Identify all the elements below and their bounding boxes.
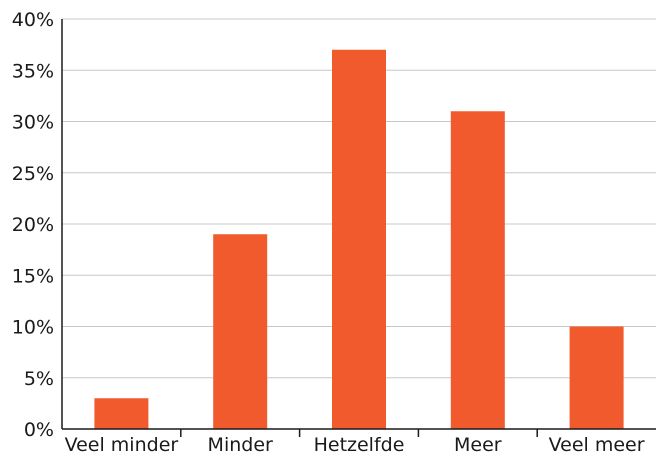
x-tick-marks	[180, 429, 538, 437]
y-tick-label: 10%	[12, 317, 54, 339]
x-tick-label: Veel meer	[549, 434, 645, 456]
x-tick-label: Meer	[454, 434, 502, 456]
y-tick-label: 35%	[12, 60, 54, 82]
x-tick-label: Veel minder	[65, 434, 179, 456]
bar	[569, 326, 624, 429]
axes	[61, 19, 656, 430]
x-tick-label: Hetzelfde	[314, 434, 405, 456]
y-tick-label: 15%	[12, 265, 54, 287]
y-tick-labels: 0% 5% 10% 15% 20% 25% 30% 35% 40%	[12, 9, 54, 441]
y-tick-label: 30%	[12, 112, 54, 134]
bars	[94, 49, 624, 429]
y-tick-label: 20%	[12, 214, 54, 236]
y-tick-label: 25%	[12, 163, 54, 185]
bar	[450, 111, 505, 429]
y-tick-label: 5%	[24, 368, 54, 390]
x-tick-label: Minder	[208, 434, 273, 456]
y-tick-label: 40%	[12, 9, 54, 31]
bar	[213, 234, 268, 429]
y-tick-label: 0%	[24, 419, 54, 441]
bar	[332, 49, 386, 429]
x-tick-labels: Veel minder Minder Hetzelfde Meer Veel meer	[65, 434, 645, 456]
bar	[94, 398, 149, 429]
